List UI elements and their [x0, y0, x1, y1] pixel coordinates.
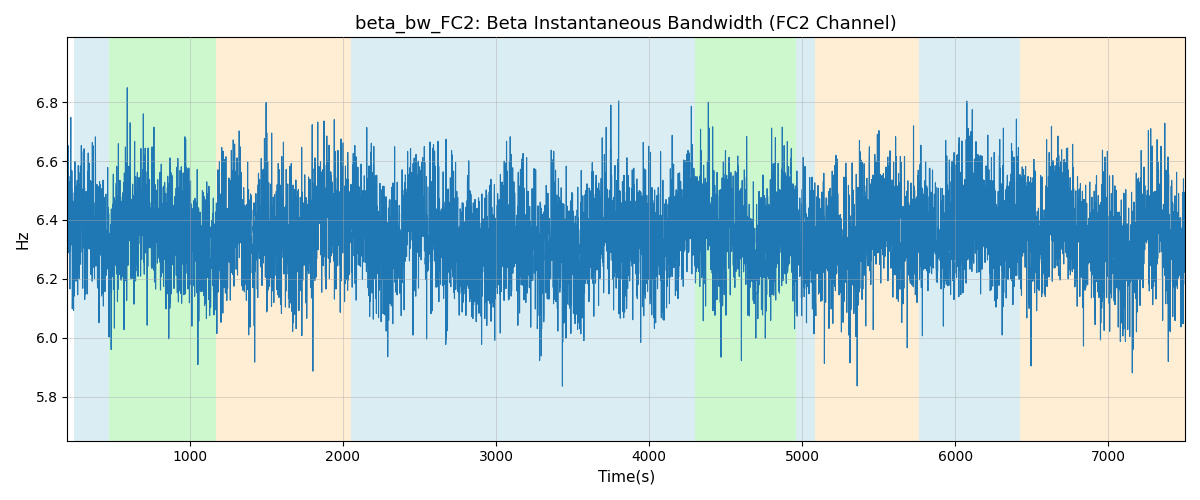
- Bar: [350, 38, 672, 440]
- Bar: [796, 38, 815, 440]
- Bar: [73, 38, 109, 440]
- Bar: [672, 38, 695, 440]
- X-axis label: Time(s): Time(s): [598, 470, 655, 485]
- Bar: [1020, 38, 1184, 440]
- Bar: [695, 38, 796, 440]
- Title: beta_bw_FC2: Beta Instantaneous Bandwidth (FC2 Channel): beta_bw_FC2: Beta Instantaneous Bandwidt…: [355, 15, 898, 34]
- Bar: [815, 38, 919, 440]
- Bar: [109, 38, 216, 440]
- Bar: [216, 38, 350, 440]
- Y-axis label: Hz: Hz: [16, 230, 30, 249]
- Bar: [919, 38, 1020, 440]
